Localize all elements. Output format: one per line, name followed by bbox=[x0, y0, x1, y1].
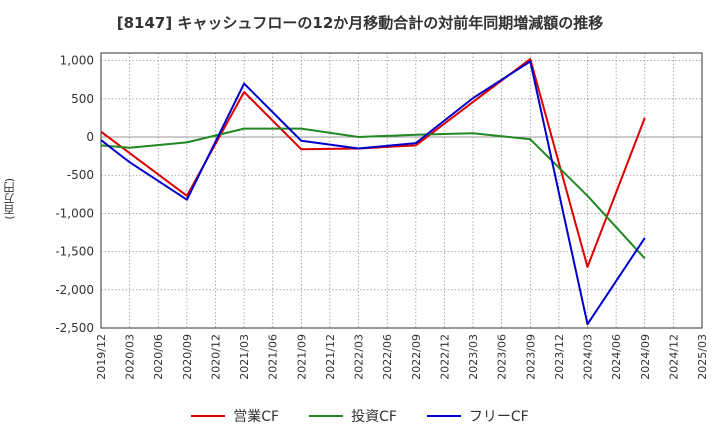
x-tick-label: 2023/03 bbox=[467, 334, 480, 380]
x-tick-label: 2023/12 bbox=[553, 334, 566, 380]
series-line-investing-cf bbox=[100, 127, 646, 260]
x-tick-label: 2020/03 bbox=[124, 334, 137, 380]
x-tick-label: 2021/06 bbox=[267, 334, 280, 380]
y-tick-label: -1,500 bbox=[55, 245, 94, 259]
x-tick-label: 2021/09 bbox=[295, 334, 308, 380]
plot-border bbox=[100, 52, 703, 329]
series-line-free-cf bbox=[100, 60, 646, 326]
x-tick-label: 2023/09 bbox=[524, 334, 537, 380]
legend-item: 営業CF bbox=[191, 406, 279, 426]
x-tick-label: 2020/06 bbox=[152, 334, 165, 380]
y-tick-label: -1,000 bbox=[55, 206, 94, 220]
x-tick-label: 2024/12 bbox=[667, 334, 680, 380]
x-tick-label: 2025/03 bbox=[696, 334, 709, 380]
legend-swatch bbox=[191, 415, 226, 417]
legend-label: 投資CF bbox=[351, 409, 397, 425]
y-tick-label: 1,000 bbox=[60, 54, 94, 68]
x-tick-label: 2021/03 bbox=[238, 334, 251, 380]
x-tick-label: 2023/06 bbox=[496, 334, 509, 380]
x-tick-label: 2021/12 bbox=[324, 334, 337, 380]
y-tick-label: 0 bbox=[86, 130, 94, 144]
legend-item: 投資CF bbox=[309, 406, 397, 426]
x-tick-label: 2024/03 bbox=[582, 334, 595, 380]
x-tick-label: 2022/03 bbox=[353, 334, 366, 380]
chart-legend: 営業CF 投資CF フリーCF bbox=[0, 404, 720, 428]
y-tick-label: 500 bbox=[71, 92, 94, 106]
x-tick-label: 2024/06 bbox=[610, 334, 623, 380]
x-tick-label: 2019/12 bbox=[95, 334, 108, 380]
legend-swatch bbox=[426, 415, 461, 417]
y-tick-label: -2,000 bbox=[55, 283, 94, 297]
y-tick-label: -2,500 bbox=[55, 321, 94, 335]
x-tick-label: 2020/09 bbox=[181, 334, 194, 380]
legend-label: フリーCF bbox=[468, 409, 529, 425]
x-tick-label: 2022/12 bbox=[438, 334, 451, 380]
x-tick-label: 2020/12 bbox=[209, 334, 222, 380]
legend-label: 営業CF bbox=[233, 409, 280, 425]
legend-item: フリーCF bbox=[426, 406, 529, 426]
x-tick-label: 2022/06 bbox=[381, 334, 394, 380]
x-tick-label: 2024/09 bbox=[639, 334, 652, 380]
chart-title: [8147] キャッシュフローの12か月移動合計の対前年同期増減額の推移 bbox=[116, 14, 604, 32]
legend-swatch bbox=[309, 415, 344, 417]
y-tick-label: -500 bbox=[67, 168, 94, 182]
x-tick-label: 2022/09 bbox=[410, 334, 423, 380]
